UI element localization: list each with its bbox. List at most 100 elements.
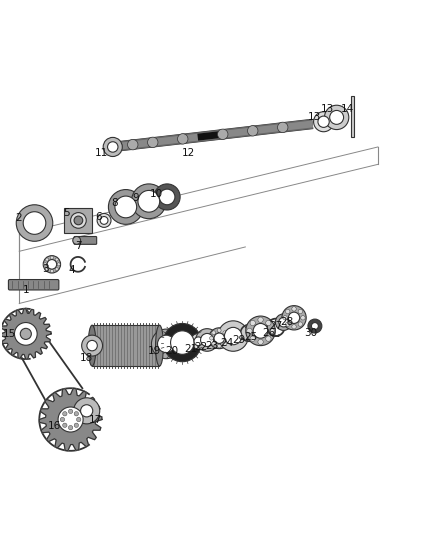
Text: 6: 6 — [95, 212, 102, 222]
FancyBboxPatch shape — [8, 279, 59, 290]
Circle shape — [325, 105, 349, 130]
Circle shape — [246, 316, 276, 345]
Ellipse shape — [88, 325, 96, 366]
Circle shape — [191, 334, 206, 349]
Text: 10: 10 — [150, 189, 163, 199]
Circle shape — [250, 320, 255, 326]
Circle shape — [74, 423, 78, 427]
Text: 9: 9 — [132, 193, 139, 203]
FancyBboxPatch shape — [74, 237, 97, 244]
Circle shape — [20, 328, 32, 340]
Polygon shape — [39, 389, 102, 451]
Circle shape — [74, 216, 83, 225]
Text: 19: 19 — [148, 346, 161, 356]
Text: 30: 30 — [304, 328, 317, 337]
Circle shape — [109, 190, 143, 224]
Circle shape — [224, 327, 242, 345]
Circle shape — [250, 336, 255, 341]
Circle shape — [266, 320, 271, 326]
Circle shape — [253, 324, 268, 338]
Text: 12: 12 — [182, 149, 195, 158]
Circle shape — [127, 140, 138, 150]
Text: 1: 1 — [22, 285, 29, 295]
Text: 29: 29 — [232, 335, 245, 344]
Circle shape — [217, 328, 221, 332]
Bar — [351, 96, 354, 138]
FancyBboxPatch shape — [64, 208, 92, 233]
Circle shape — [63, 411, 67, 416]
Circle shape — [63, 423, 67, 427]
Circle shape — [46, 258, 49, 261]
Circle shape — [46, 268, 49, 271]
Text: 11: 11 — [95, 148, 109, 158]
Text: 20: 20 — [165, 346, 178, 356]
Text: 2: 2 — [15, 213, 22, 223]
Circle shape — [298, 309, 303, 314]
Text: 16: 16 — [47, 422, 61, 432]
Circle shape — [50, 256, 53, 259]
Circle shape — [55, 268, 58, 271]
Circle shape — [23, 212, 46, 235]
Circle shape — [292, 306, 296, 311]
Circle shape — [282, 305, 306, 330]
Circle shape — [212, 331, 215, 335]
Text: 27: 27 — [269, 321, 283, 332]
Ellipse shape — [155, 325, 163, 366]
Circle shape — [196, 329, 219, 351]
Circle shape — [138, 190, 160, 212]
Circle shape — [258, 317, 263, 322]
Circle shape — [194, 337, 203, 345]
Circle shape — [47, 260, 57, 269]
Circle shape — [77, 417, 81, 422]
Circle shape — [292, 325, 296, 329]
Circle shape — [247, 328, 252, 334]
Circle shape — [201, 334, 214, 346]
Text: 17: 17 — [89, 415, 102, 424]
Circle shape — [74, 411, 78, 416]
Circle shape — [81, 405, 93, 417]
Bar — [92, 325, 159, 366]
Circle shape — [148, 137, 158, 148]
Circle shape — [170, 331, 194, 354]
Circle shape — [74, 398, 100, 424]
Text: 18: 18 — [80, 353, 93, 363]
Circle shape — [217, 344, 221, 348]
Text: 5: 5 — [63, 208, 70, 218]
Circle shape — [73, 237, 81, 244]
Text: 13: 13 — [307, 112, 321, 123]
Circle shape — [97, 213, 111, 228]
Text: 8: 8 — [112, 198, 118, 208]
Text: 22: 22 — [194, 342, 208, 352]
Circle shape — [212, 342, 215, 345]
Circle shape — [283, 316, 287, 320]
Circle shape — [55, 258, 58, 261]
Circle shape — [223, 331, 227, 335]
Circle shape — [330, 110, 343, 124]
Circle shape — [100, 216, 108, 224]
Circle shape — [154, 184, 180, 210]
Circle shape — [218, 129, 228, 140]
Circle shape — [163, 324, 201, 362]
Circle shape — [247, 126, 258, 136]
Circle shape — [298, 322, 303, 326]
Circle shape — [308, 319, 322, 333]
Circle shape — [311, 322, 318, 329]
Circle shape — [103, 138, 122, 157]
Circle shape — [286, 322, 290, 326]
Circle shape — [43, 256, 60, 273]
Circle shape — [318, 116, 329, 127]
Circle shape — [269, 328, 274, 334]
Circle shape — [301, 316, 305, 320]
Circle shape — [108, 142, 118, 152]
Text: 25: 25 — [244, 332, 258, 342]
Circle shape — [225, 336, 229, 340]
Circle shape — [14, 322, 37, 345]
Text: 28: 28 — [280, 317, 293, 327]
Text: 21: 21 — [184, 344, 198, 354]
Circle shape — [50, 270, 53, 272]
Text: 26: 26 — [262, 328, 275, 337]
Polygon shape — [0, 309, 51, 359]
Circle shape — [87, 341, 97, 351]
Circle shape — [278, 122, 288, 133]
Text: 3: 3 — [42, 264, 49, 274]
